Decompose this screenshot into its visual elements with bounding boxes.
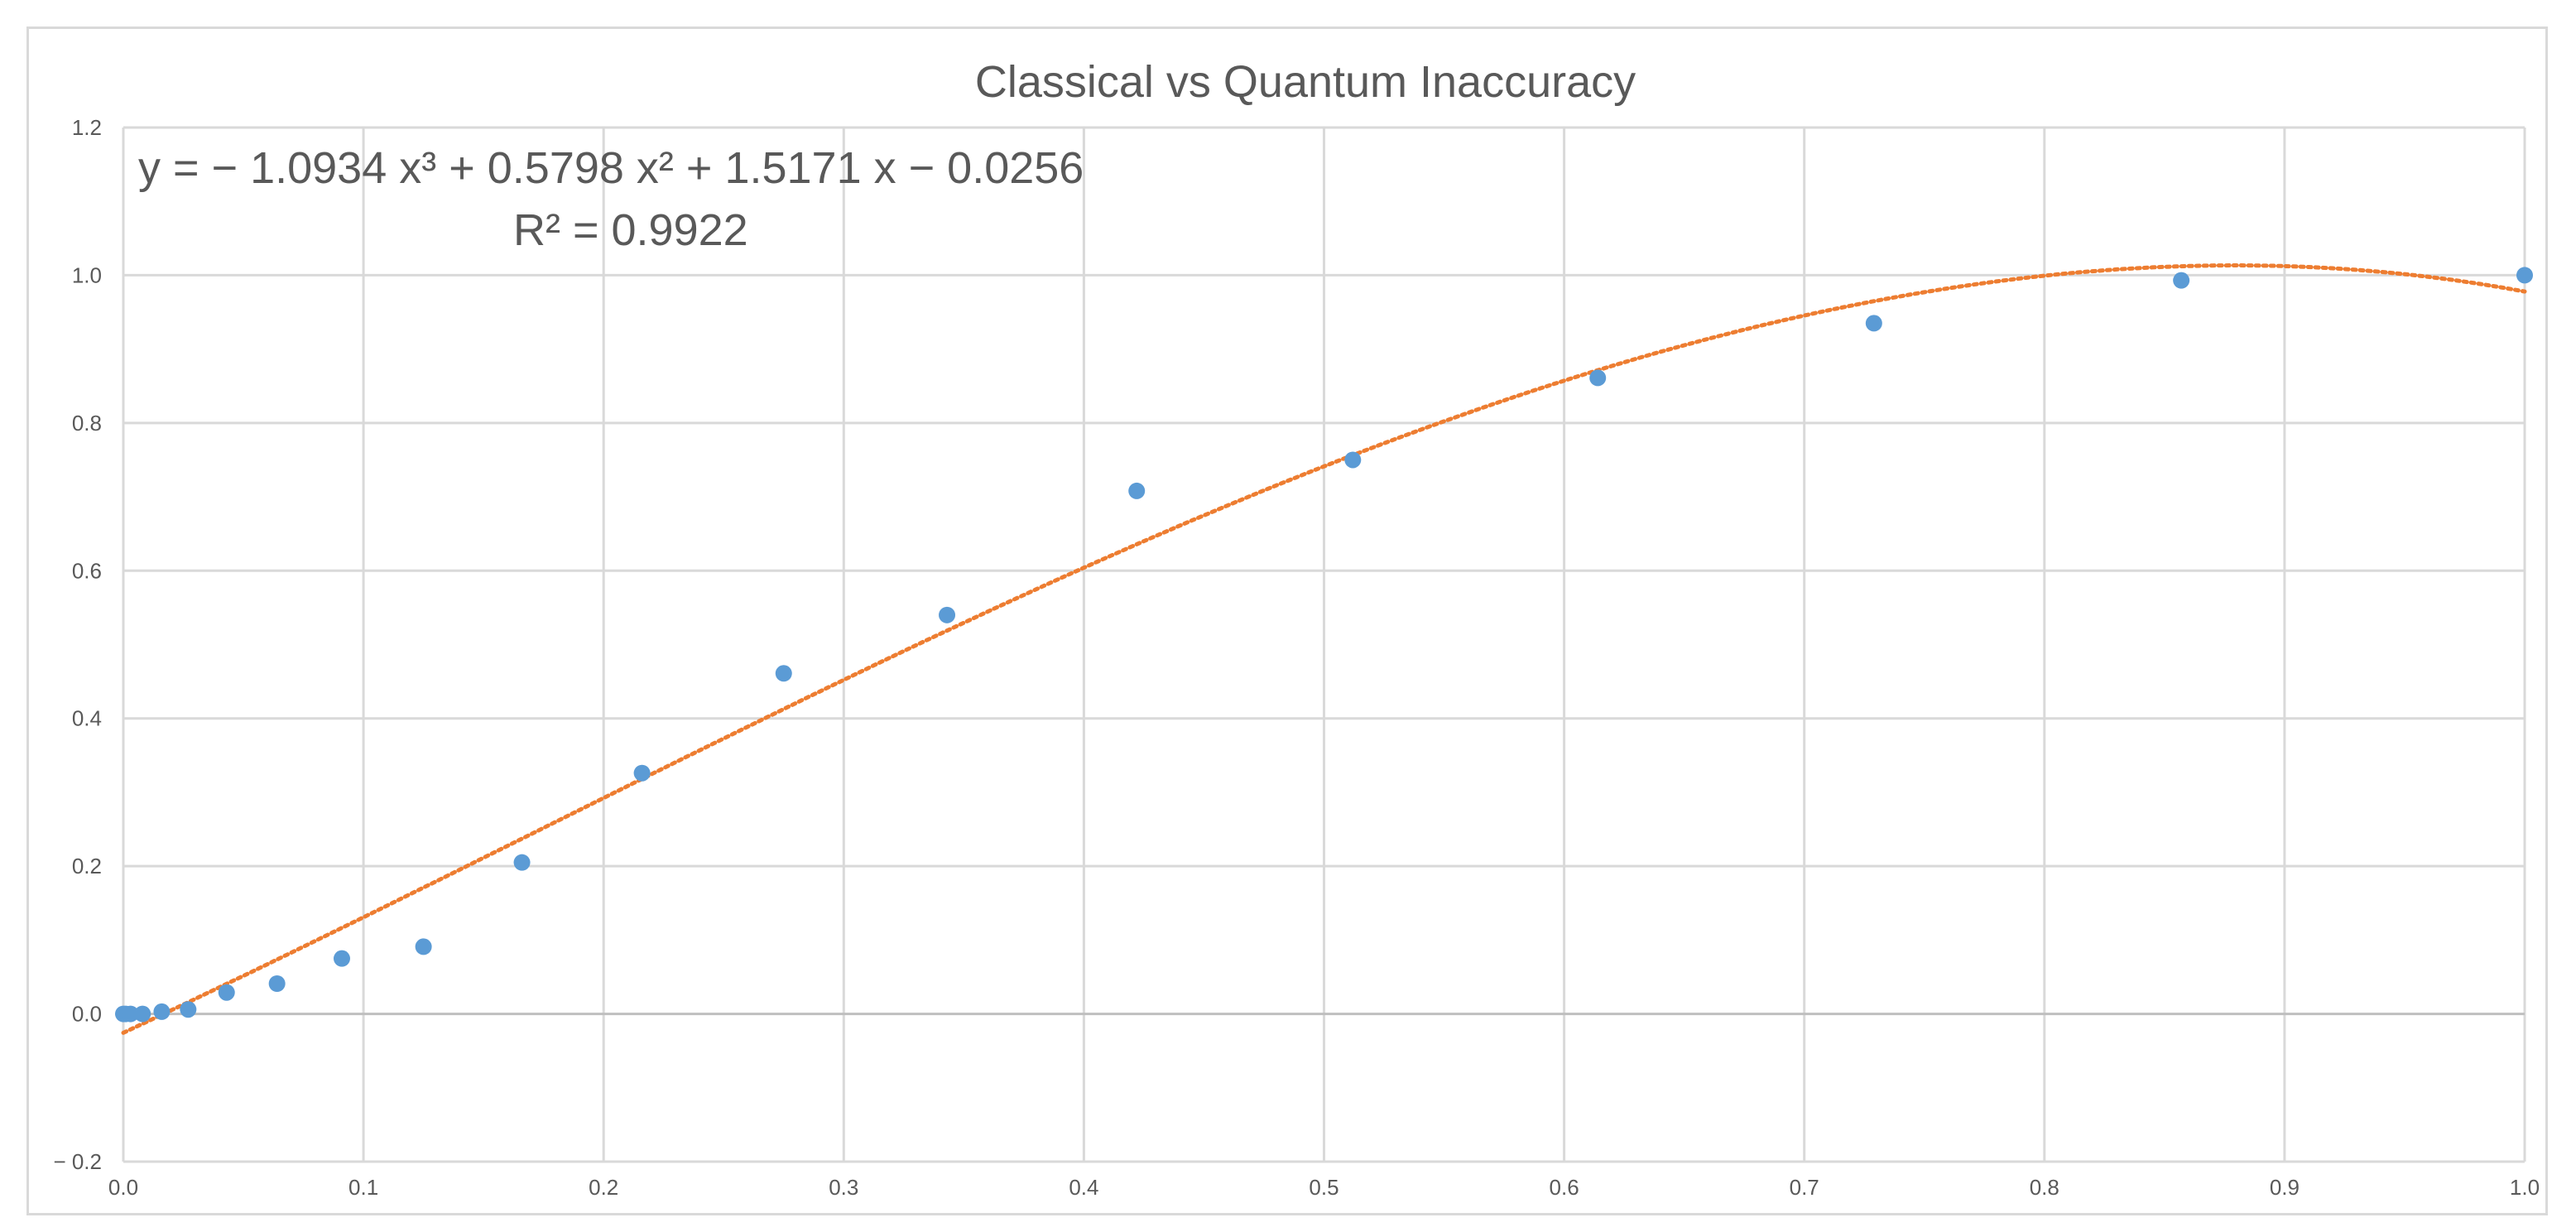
x-tick-label: 0.6 xyxy=(1550,1175,1579,1200)
x-tick-label: 0.9 xyxy=(2270,1175,2300,1200)
trendline xyxy=(121,262,2527,1035)
data-point xyxy=(775,665,792,682)
data-point xyxy=(633,764,651,782)
data-points xyxy=(115,267,2533,1023)
data-point xyxy=(218,984,235,1001)
x-tick-label: 0.2 xyxy=(589,1175,618,1200)
y-tick-label: 1.2 xyxy=(72,115,102,140)
y-tick-label: − 0.2 xyxy=(53,1149,102,1174)
x-tick-label: 0.7 xyxy=(1790,1175,1819,1200)
data-point xyxy=(939,606,956,623)
data-point xyxy=(1589,369,1607,387)
x-tick-label: 0.4 xyxy=(1069,1175,1098,1200)
data-point xyxy=(2173,272,2190,289)
y-tick-label: 0.2 xyxy=(72,854,102,878)
data-point xyxy=(333,950,350,967)
y-tick-label: 0.4 xyxy=(72,706,102,731)
data-point xyxy=(180,1001,197,1018)
y-tick-label: 1.0 xyxy=(72,262,102,287)
data-point xyxy=(2516,267,2533,284)
x-tick-label: 0.8 xyxy=(2030,1175,2059,1200)
trendline-equation: y = − 1.0934 x³ + 0.5798 x² + 1.5171 x −… xyxy=(138,143,1084,193)
x-tick-label: 0.1 xyxy=(348,1175,378,1200)
y-tick-label: 0.8 xyxy=(72,411,102,436)
y-tick-label: 0.6 xyxy=(72,558,102,583)
x-tick-label: 0.3 xyxy=(829,1175,858,1200)
data-point xyxy=(122,1005,139,1023)
data-point xyxy=(415,938,432,955)
tick-labels: 0.0 0.1 0.2 0.3 0.4 0.5 0.6 0.7 0.8 0.9 1.0− 0.20.… xyxy=(53,115,2540,1200)
data-point xyxy=(153,1003,171,1020)
trendline-r-squared: R² = 0.9922 xyxy=(513,205,748,255)
data-point xyxy=(1128,482,1146,499)
data-point xyxy=(268,975,286,992)
y-tick-label: 0.0 xyxy=(72,1002,102,1027)
data-point xyxy=(1344,451,1362,469)
gridlines xyxy=(122,126,2526,1163)
chart-area xyxy=(26,26,2548,1215)
x-tick-label: 0.0 xyxy=(108,1175,138,1200)
data-point xyxy=(1865,315,1882,332)
x-tick-label: 0.5 xyxy=(1309,1175,1338,1200)
data-point xyxy=(513,854,531,871)
data-point xyxy=(134,1005,151,1023)
x-tick-label: 1.0 xyxy=(2510,1175,2540,1200)
trendline-curve xyxy=(121,262,2527,1035)
chart-title: Classical vs Quantum Inaccuracy xyxy=(975,57,1636,107)
